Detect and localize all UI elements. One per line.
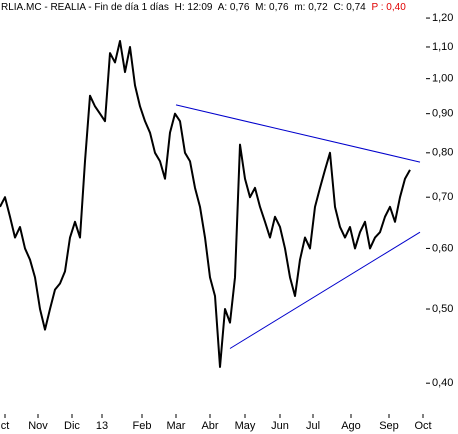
x-tick-label: Oct: [414, 420, 431, 432]
last-quote: P : 0,40: [371, 2, 406, 13]
price-line: [0, 39, 411, 368]
x-tick-label: Jun: [271, 420, 289, 432]
x-tick-label: 13: [96, 420, 108, 432]
y-tick-label: 1,20: [432, 12, 453, 24]
y-tick-label: 0,40: [432, 377, 453, 389]
x-tick-label: Sep: [379, 420, 399, 432]
y-tick-label: 0,70: [432, 191, 453, 203]
trendline: [229, 231, 421, 349]
trendline: [175, 104, 421, 163]
x-tick-label: Nov: [28, 420, 48, 432]
y-tick-label: 0,80: [432, 147, 453, 159]
quote: H: 12:09: [175, 2, 213, 13]
x-tick-label: May: [235, 420, 256, 432]
x-tick-label: Ago: [341, 420, 361, 432]
chart-title: RLIA.MC - REALIA - Fin de día 1 días: [1, 2, 169, 13]
chart-header: RLIA.MC - REALIA - Fin de día 1 días H: …: [1, 2, 406, 13]
y-tick-label: 1,00: [432, 73, 453, 85]
quote: A: 0,76: [218, 2, 250, 13]
quote: C: 0,74: [333, 2, 366, 13]
y-tick-label: 1,10: [432, 41, 453, 53]
y-tick-label: 0,50: [432, 303, 453, 315]
x-tick-label: Abr: [201, 420, 218, 432]
quote: M: 0,76: [255, 2, 289, 13]
x-tick-label: Jul: [306, 420, 320, 432]
y-tick-label: 0,60: [432, 242, 453, 254]
x-tick-label: Dic: [64, 420, 80, 432]
x-tick-label: ct: [1, 420, 10, 432]
y-tick-label: 0,90: [432, 108, 453, 120]
x-tick-label: Feb: [133, 420, 152, 432]
quote: m: 0,72: [294, 2, 328, 13]
x-tick-label: Mar: [167, 420, 186, 432]
